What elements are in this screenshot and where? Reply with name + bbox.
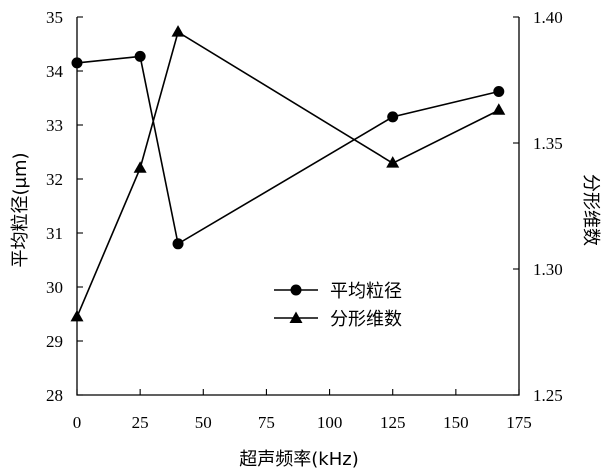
data-point-triangle (492, 103, 506, 115)
x-axis-ticks: 0 25 50 75 100 125 150 175 (73, 389, 532, 432)
axis-frame (76, 17, 520, 396)
left-y-tick-label: 29 (46, 332, 63, 351)
left-y-tick-label: 35 (46, 8, 63, 27)
data-point-circle (493, 86, 505, 98)
left-y-tick-label: 31 (46, 224, 63, 243)
right-y-tick-label: 1.30 (533, 260, 563, 279)
right-y-tick-label: 1.40 (533, 8, 563, 27)
left-y-axis-ticks: 28 29 30 31 32 33 34 35 (46, 8, 83, 405)
legend-triangle-marker (289, 311, 303, 323)
legend-label-mean-particle-size: 平均粒径 (330, 281, 402, 302)
x-tick-label: 0 (73, 413, 82, 432)
x-tick-label: 25 (132, 413, 149, 432)
legend: 平均粒径 分形维数 (274, 281, 402, 330)
right-y-axis-ticks: 1.25 1.30 1.35 1.40 (513, 8, 563, 405)
x-axis-title: 超声频率(kHz) (239, 449, 358, 470)
left-y-tick-label: 32 (46, 170, 63, 189)
right-y-tick-label: 1.35 (533, 134, 563, 153)
series-line-mean-particle-size (76, 55, 499, 246)
data-point-circle (71, 57, 83, 69)
x-tick-label: 75 (258, 413, 275, 432)
series-group (70, 25, 506, 322)
data-point-circle (387, 111, 399, 123)
x-tick-label: 50 (195, 413, 212, 432)
data-point-triangle (386, 156, 400, 168)
data-point-triangle (133, 161, 147, 173)
right-y-tick-label: 1.25 (533, 386, 563, 405)
data-point-circle (134, 50, 146, 62)
data-point-circle (172, 238, 184, 250)
right-y-axis-title: 分形维数 (580, 174, 601, 246)
x-tick-label: 150 (443, 413, 469, 432)
legend-label-fractal-dimension: 分形维数 (330, 309, 402, 330)
left-y-tick-label: 28 (46, 386, 63, 405)
legend-circle-marker (290, 284, 302, 296)
axes (76, 17, 520, 396)
x-tick-label: 100 (317, 413, 343, 432)
series-line-fractal-dimension (76, 30, 500, 318)
data-point-triangle (70, 309, 84, 322)
x-tick-label: 175 (506, 413, 532, 432)
left-y-tick-label: 34 (46, 62, 64, 81)
left-y-tick-label: 30 (46, 278, 63, 297)
left-y-tick-label: 33 (46, 116, 63, 135)
x-tick-label: 125 (380, 413, 406, 432)
legend-item-mean-particle-size: 平均粒径 (274, 281, 402, 302)
legend-item-fractal-dimension: 分形维数 (274, 309, 402, 330)
left-y-axis-title: 平均粒径(μm) (10, 152, 31, 267)
data-point-triangle (171, 25, 185, 37)
